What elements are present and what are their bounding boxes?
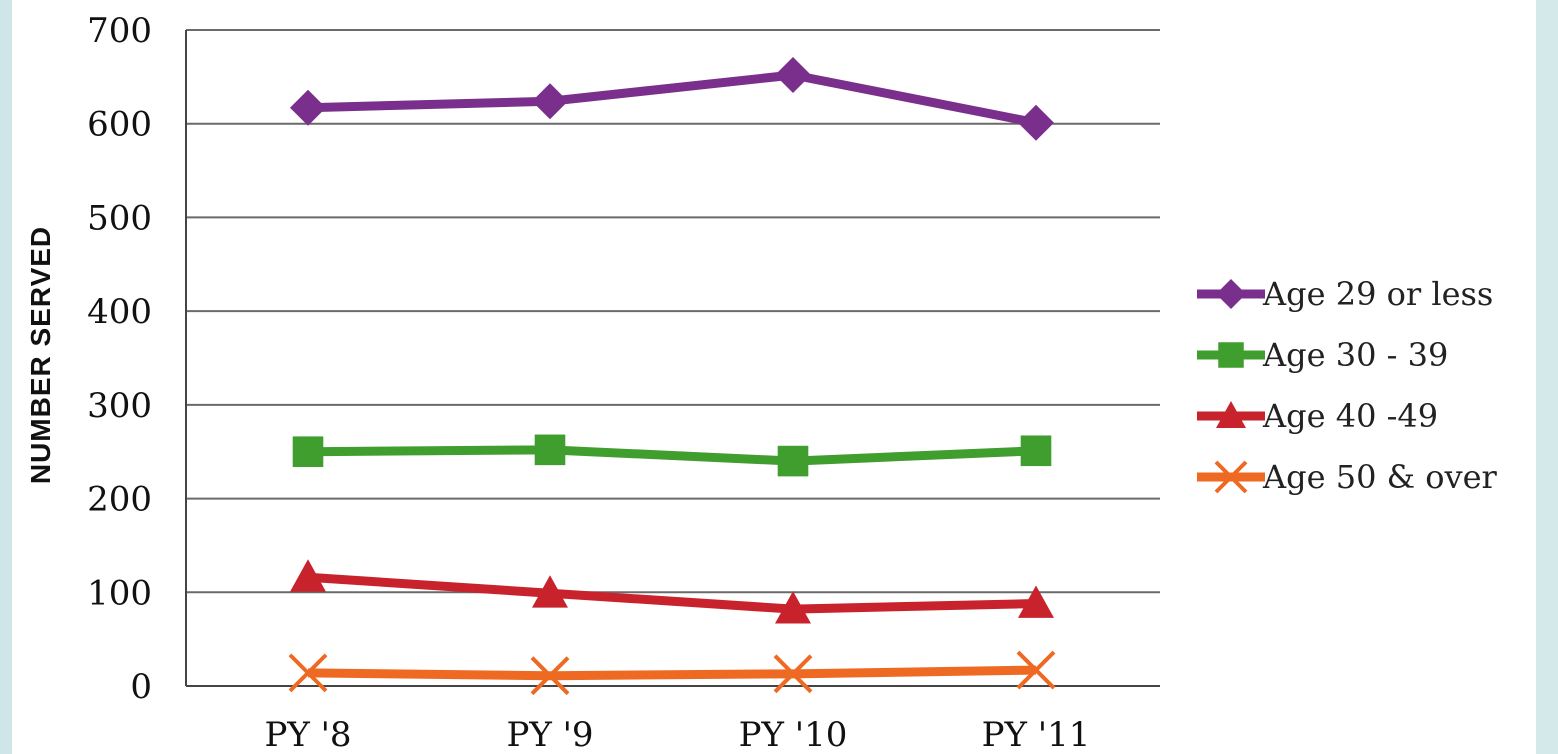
series-line <box>307 665 1037 681</box>
series <box>290 56 1054 141</box>
data-point <box>773 654 813 694</box>
left-border <box>0 0 12 754</box>
legend-label: Age 40 -49 <box>1262 397 1438 435</box>
data-point <box>1020 435 1052 467</box>
y-tick-label: 400 <box>87 292 152 332</box>
legend-label: Age 30 - 39 <box>1262 336 1448 374</box>
legend-label: Age 29 or less <box>1262 275 1493 313</box>
y-axis-label: NUMBER SERVED <box>25 226 56 484</box>
x-axis-ticks: PY '8 PY '9 PY '10 PY '11 <box>264 715 1090 754</box>
y-tick-label: 200 <box>87 480 152 520</box>
right-border <box>1536 0 1558 754</box>
y-axis-ticks: 0 100 200 300 400 500 600 700 <box>87 11 152 707</box>
x-tick-label: PY '11 <box>982 715 1091 754</box>
data-point <box>290 559 326 592</box>
data-point <box>1018 104 1054 141</box>
y-tick-label: 600 <box>87 105 152 145</box>
series-line <box>307 70 1037 128</box>
data-point <box>290 89 326 126</box>
data-point <box>532 83 568 120</box>
series-line <box>307 445 1037 466</box>
data-point <box>775 591 811 624</box>
series <box>292 434 1052 477</box>
data-point <box>532 575 568 608</box>
data-point <box>1218 342 1244 368</box>
legend: Age 29 or less Age 30 - 39 Age 40 -49 Age 5… <box>1197 275 1498 496</box>
data-point <box>1018 585 1054 618</box>
data-point <box>288 653 328 693</box>
y-tick-label: 700 <box>87 11 152 51</box>
data-point <box>1016 650 1056 690</box>
legend-entry: Age 50 & over <box>1197 458 1498 496</box>
legend-entry: Age 40 -49 <box>1197 397 1438 435</box>
x-tick-label: PY '10 <box>739 715 848 754</box>
data-point <box>1216 279 1246 309</box>
y-tick-label: 500 <box>87 198 152 238</box>
series <box>288 650 1056 696</box>
legend-label: Age 50 & over <box>1262 458 1498 496</box>
data-point <box>530 656 570 696</box>
data-point <box>775 56 811 93</box>
series-lines <box>288 56 1056 696</box>
data-point <box>777 445 809 477</box>
y-tick-label: 100 <box>87 573 152 613</box>
x-tick-label: PY '9 <box>506 715 593 754</box>
y-tick-label: 0 <box>130 667 152 707</box>
data-point <box>292 436 324 468</box>
gridlines <box>185 29 1160 687</box>
data-point <box>1216 401 1246 428</box>
data-point <box>534 434 566 466</box>
legend-entry: Age 30 - 39 <box>1197 336 1448 374</box>
y-tick-label: 300 <box>87 386 152 426</box>
data-point <box>1214 460 1248 494</box>
x-tick-label: PY '8 <box>264 715 351 754</box>
series-line <box>307 572 1037 614</box>
series <box>290 559 1054 624</box>
legend-entry: Age 29 or less <box>1197 275 1493 313</box>
